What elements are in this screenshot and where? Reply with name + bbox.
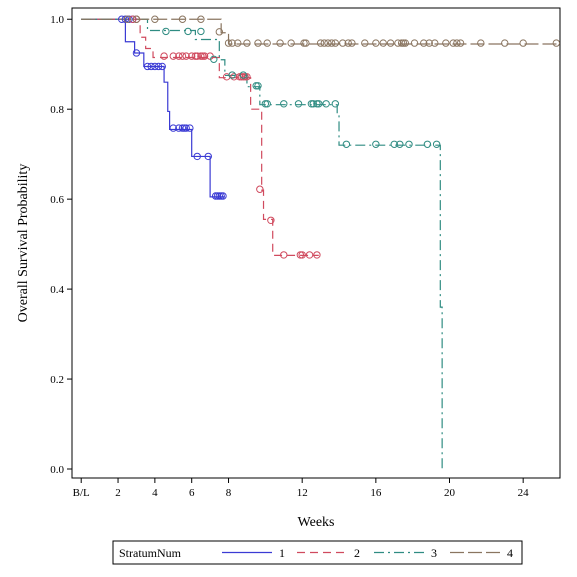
x-tick-label: B/L — [73, 487, 90, 499]
legend-label-2: 2 — [354, 546, 360, 560]
x-tick-label: 12 — [297, 487, 308, 499]
x-axis-title: Weeks — [298, 515, 335, 530]
legend-label-1: 1 — [279, 546, 285, 560]
legend: StratumNum 1 2 3 4 — [113, 541, 522, 564]
y-tick-label: 0.6 — [50, 194, 64, 206]
y-tick-label: 0.2 — [50, 374, 64, 386]
x-tick-label: 4 — [152, 487, 158, 499]
y-tick-label: 1.0 — [50, 14, 64, 26]
x-tick-label: 2 — [115, 487, 121, 499]
legend-label-3: 3 — [431, 546, 437, 560]
y-tick-label: 0.0 — [50, 464, 64, 476]
y-tick-label: 0.8 — [50, 104, 64, 116]
x-tick-label: 8 — [226, 487, 232, 499]
x-tick-label: 6 — [189, 487, 195, 499]
y-tick-label: 0.4 — [50, 284, 64, 296]
x-tick-label: 20 — [444, 487, 456, 499]
legend-label-4: 4 — [507, 546, 513, 560]
x-tick-label: 24 — [518, 487, 530, 499]
plot-area — [72, 8, 560, 478]
x-tick-label: 16 — [370, 487, 382, 499]
y-axis-title: Overall Survival Probability — [16, 164, 31, 323]
legend-title: StratumNum — [119, 546, 182, 560]
